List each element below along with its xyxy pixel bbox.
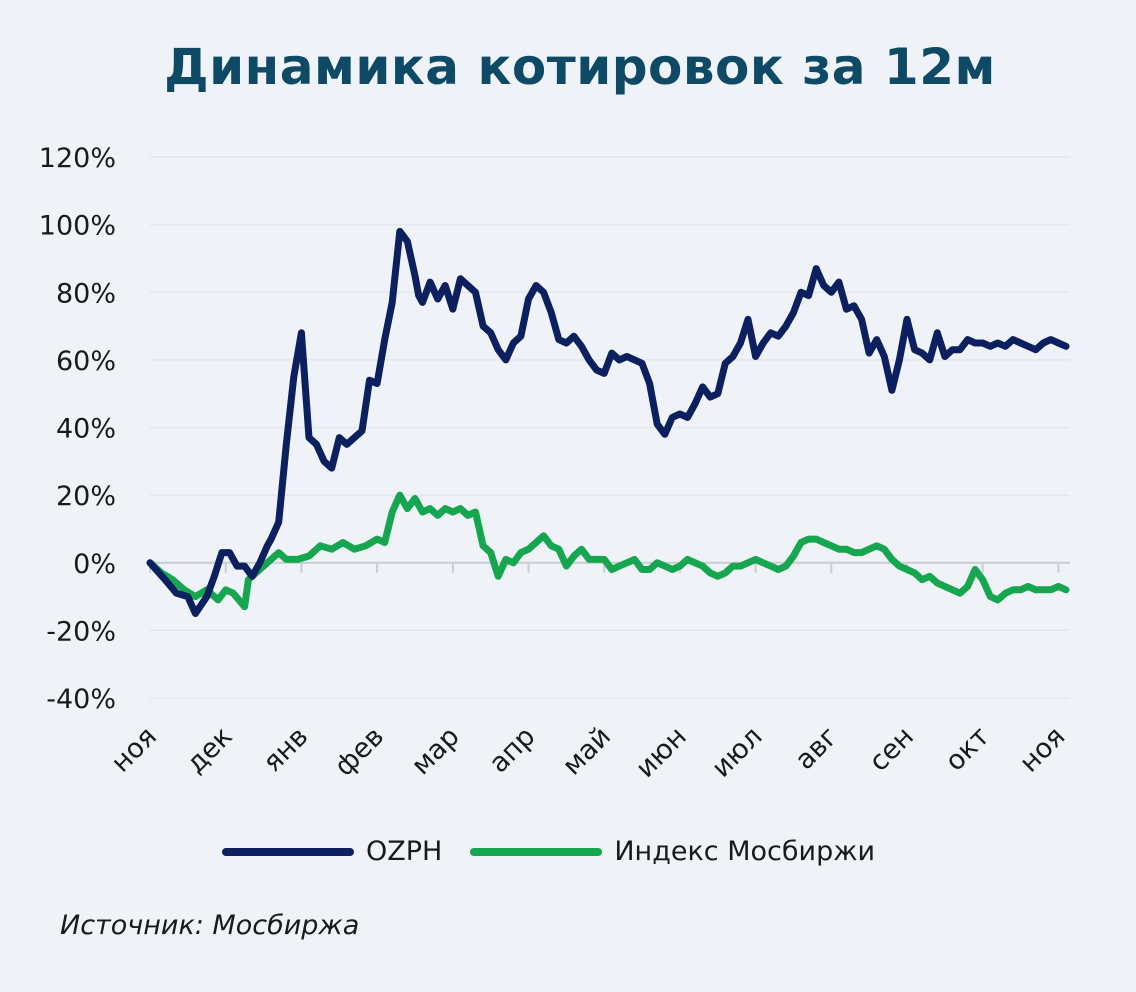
y-tick-label: 40%: [56, 414, 116, 445]
legend-label-index: Индекс Мосбиржи: [614, 836, 876, 867]
legend-swatch-ozph: [222, 847, 354, 856]
x-axis-ticks: ноя дек янв фев мар апр май июн июл авг сен окт ноя: [105, 562, 1072, 784]
y-tick-label: 100%: [39, 211, 116, 242]
series-line-ozph: [146, 227, 1070, 617]
legend-item-index[interactable]: Индекс Мосбиржи: [470, 836, 875, 867]
y-tick-label: 20%: [56, 481, 116, 512]
series-line-index: [146, 491, 1070, 611]
legend: OZPH Индекс Мосбиржи: [222, 836, 903, 867]
x-tick-label: фев: [329, 721, 390, 782]
x-tick-label: ноя: [105, 721, 163, 779]
legend-swatch-index: [470, 847, 603, 856]
x-tick-label: окт: [939, 721, 995, 777]
y-tick-label: 120%: [39, 143, 116, 174]
x-tick-label: янв: [257, 721, 314, 778]
x-tick-label: июл: [706, 721, 769, 784]
x-tick-label: дек: [180, 721, 238, 779]
x-tick-label: авг: [789, 721, 844, 776]
x-tick-label: май: [557, 721, 617, 781]
y-tick-label: 80%: [56, 278, 116, 309]
series-lines: [146, 227, 1070, 617]
x-tick-label: мар: [406, 721, 466, 781]
x-tick-label: сен: [863, 721, 920, 778]
x-tick-label: ноя: [1014, 721, 1072, 779]
source-note: Источник: Мосбиржа: [60, 910, 360, 941]
legend-item-ozph[interactable]: OZPH: [222, 836, 442, 867]
gridlines: [150, 156, 1070, 699]
legend-label-ozph: OZPH: [366, 836, 443, 867]
y-tick-label: 0%: [73, 549, 116, 580]
x-tick-label: апр: [483, 721, 541, 779]
x-tick-label: июн: [630, 721, 693, 784]
y-tick-label: 60%: [56, 346, 116, 377]
y-axis-ticks: -40% -20% 0% 20% 40% 60% 80% 100% 120%: [39, 143, 116, 715]
chart-title: Динамика котировок за 12м: [164, 38, 996, 96]
y-tick-label: -40%: [46, 684, 116, 715]
y-tick-label: -20%: [46, 616, 116, 647]
